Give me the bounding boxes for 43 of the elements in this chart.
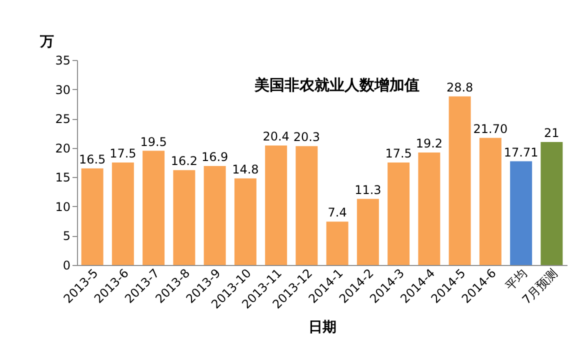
text: 美国非农就业人数增加值 [254,76,420,94]
y-tick-label: 5 [62,229,70,244]
bar [356,198,379,265]
bar [479,138,502,265]
y-tick-label: 30 [55,82,70,97]
bar [448,96,471,265]
data-label: 20.3 [293,130,320,144]
data-label: 17.5 [110,146,136,160]
y-tick-label: 25 [55,112,70,126]
bar [142,150,165,265]
y-tick-label: 15 [55,170,70,185]
data-label: 14.8 [232,162,259,176]
data-label: 19.5 [140,134,167,149]
bar [234,178,256,265]
bar [173,170,196,265]
bar [81,168,104,265]
x-axis-title: 日期 [308,320,336,336]
data-label: 16.9 [201,150,228,164]
data-label: 17.71 [504,145,538,160]
bar [418,152,440,265]
data-label: 7.4 [328,206,347,220]
data-label: 28.8 [446,80,474,94]
bar [112,162,134,265]
bar [326,222,348,265]
data-label: 16.2 [170,154,198,168]
bar [540,142,563,265]
data-label: 17.5 [385,146,412,160]
data-label: 21.70 [473,122,508,136]
bar [204,166,226,265]
data-label: 16.5 [78,152,106,166]
y-tick-label: 20 [55,141,70,156]
y-tick-label: 35 [55,54,70,68]
bar [296,146,318,265]
data-label: 20.4 [262,130,290,144]
data-label: 21 [544,126,560,140]
bar [388,162,410,265]
y-tick-label: 0 [62,258,70,272]
data-label: 19.2 [416,136,443,151]
bar [510,161,532,265]
y-tick-label: 10 [55,200,70,214]
data-label: 11.3 [354,182,382,197]
bar [265,146,288,265]
y-axis-title: 万 [39,34,54,50]
